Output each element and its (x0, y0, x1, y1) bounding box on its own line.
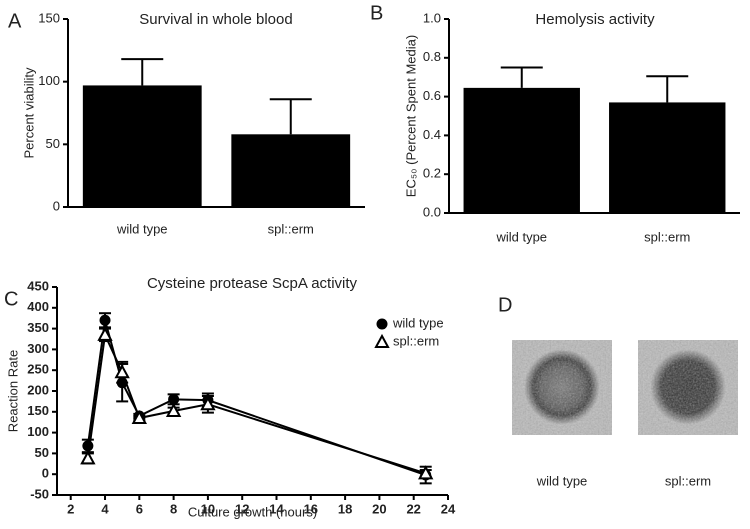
chart-title: Hemolysis activity (535, 11, 655, 28)
x-axis-label: Culture growth (hours) (188, 504, 317, 519)
y-tick-label: 0.4 (423, 127, 441, 142)
error-bar (121, 58, 164, 86)
marker-triangle (97, 326, 113, 341)
marker-circle (82, 440, 94, 452)
x-tick-label: 24 (441, 501, 456, 516)
x-tick-label: 18 (338, 501, 352, 516)
y-tick-label: 250 (27, 362, 49, 377)
x-tick-label: wild type (116, 221, 168, 236)
x-tick-label: 12 (235, 501, 249, 516)
y-tick-label: 1.0 (423, 10, 441, 25)
error-bar (269, 98, 312, 135)
y-tick-label: 400 (27, 299, 49, 314)
x-tick-label: spl::erm (644, 229, 690, 244)
series-line (86, 331, 427, 475)
y-tick-label: 0.6 (423, 88, 441, 103)
y-tick-label: 100 (27, 424, 49, 439)
y-tick-label: 150 (27, 403, 49, 418)
marker-triangle (131, 409, 148, 425)
y-tick-label: 200 (27, 382, 49, 397)
marker-circle (99, 314, 111, 326)
y-axis-label: EC₅₀ (Percent Spent Media) (403, 35, 418, 197)
legend-label: spl::erm (393, 333, 439, 348)
x-tick-label: 16 (304, 501, 318, 516)
y-tick-label: 150 (38, 10, 60, 25)
panel-label: D (498, 294, 512, 316)
y-axis-label: Percent viability (21, 67, 36, 159)
y-tick-label: 0.8 (423, 49, 441, 64)
x-tick-label: 20 (372, 501, 386, 516)
bar (463, 87, 580, 213)
x-tick-label: 22 (406, 501, 420, 516)
marker-circle (116, 377, 128, 389)
x-tick-label: 14 (269, 501, 284, 516)
x-tick-label: spl::erm (268, 221, 314, 236)
marker-triangle (200, 396, 216, 411)
error-bar (646, 75, 689, 103)
image-label: wild type (536, 473, 588, 488)
image-label: spl::erm (665, 473, 711, 488)
series-line (86, 320, 427, 476)
marker-triangle (80, 450, 96, 465)
y-axis-label: Reaction Rate (5, 350, 20, 432)
error-bar (500, 66, 543, 88)
y-tick-label: 0 (42, 466, 49, 481)
chart-title: Survival in whole blood (139, 11, 292, 28)
x-tick-label: 8 (170, 501, 177, 516)
plate-image-noise (638, 340, 738, 435)
marker-triangle (374, 333, 390, 348)
bar (82, 85, 202, 207)
marker-triangle (114, 364, 130, 379)
y-tick-label: 50 (46, 136, 60, 151)
x-tick-label: 6 (136, 501, 143, 516)
x-tick-label: wild type (495, 229, 547, 244)
y-tick-label: -50 (30, 486, 49, 501)
x-tick-label: 2 (67, 501, 74, 516)
legend-label: wild type (392, 315, 444, 330)
bar (609, 102, 726, 213)
panel-label: C (4, 288, 18, 310)
y-tick-label: 0.0 (423, 204, 441, 219)
y-tick-label: 0.2 (423, 166, 441, 181)
bar (231, 134, 351, 207)
y-tick-label: 300 (27, 341, 49, 356)
y-tick-label: 450 (27, 278, 49, 293)
marker-circle (376, 318, 388, 330)
marker-triangle (418, 465, 434, 480)
y-tick-label: 350 (27, 320, 49, 335)
marker-triangle (165, 402, 182, 417)
x-tick-label: 4 (101, 501, 109, 516)
panel-label: B (370, 2, 383, 24)
y-tick-label: 0 (53, 198, 60, 213)
y-tick-label: 100 (38, 73, 60, 88)
chart-title: Cysteine protease ScpA activity (147, 275, 358, 292)
x-tick-label: 10 (201, 501, 215, 516)
panel-label: A (8, 10, 22, 32)
plate-image-noise (512, 340, 612, 435)
y-tick-label: 50 (35, 445, 49, 460)
marker-circle (168, 393, 180, 405)
